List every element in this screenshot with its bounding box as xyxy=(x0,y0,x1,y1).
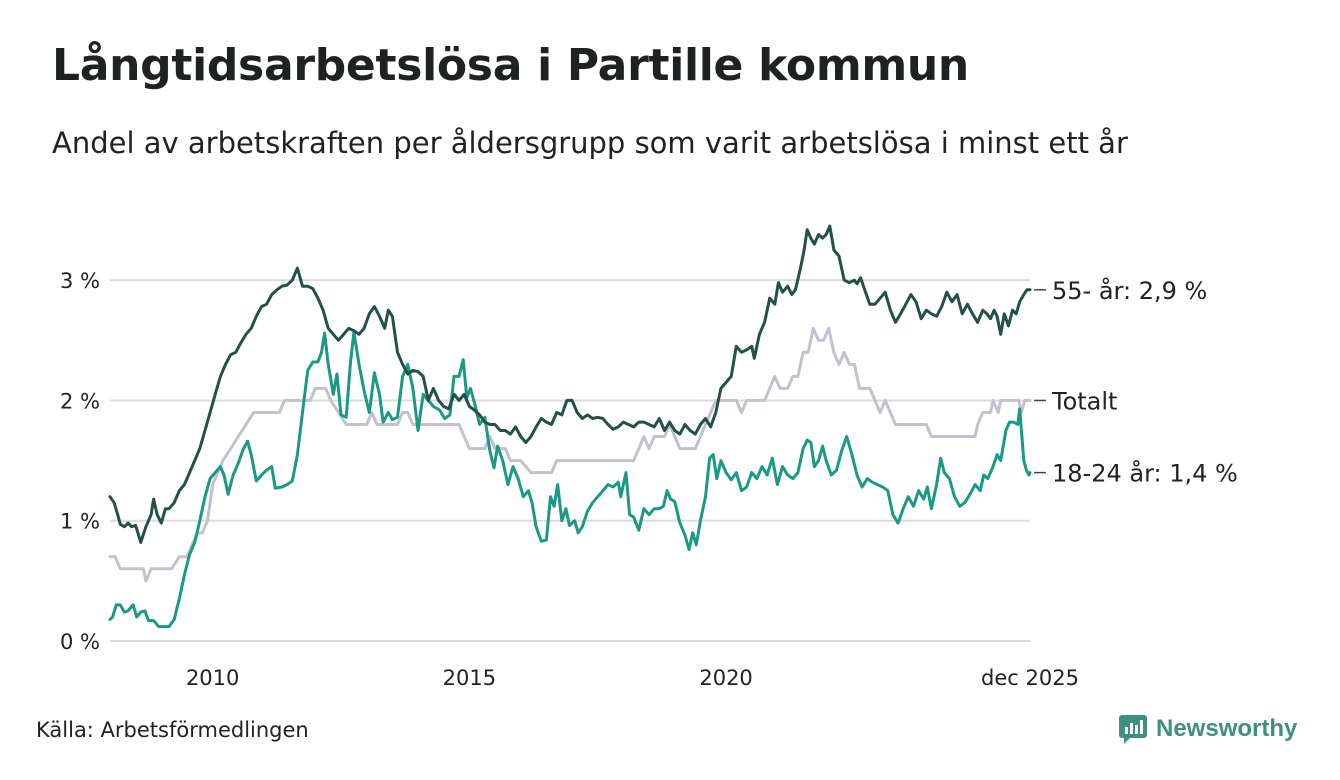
x-tick-label: 2010 xyxy=(186,666,239,690)
series-line-age18_24 xyxy=(108,330,1032,629)
line-chart: 0 % 1 % 2 % 3 % 2010 2015 2020 dec 2025 Totalt… xyxy=(60,224,1238,690)
series-lines xyxy=(108,224,1032,629)
brand-name: Newsworthy xyxy=(1156,715,1298,742)
y-tick-label: 3 % xyxy=(60,269,100,293)
y-axis-ticks: 0 % 1 % 2 % 3 % xyxy=(60,269,100,654)
x-tick-label: dec 2025 xyxy=(981,666,1079,690)
end-label-age18_24: 18-24 år: 1,4 % xyxy=(1052,459,1238,488)
y-tick-label: 1 % xyxy=(60,510,100,534)
chart-subtitle: Andel av arbetskraften per åldersgrupp s… xyxy=(52,126,1128,160)
end-label-totalt: Totalt xyxy=(1051,387,1117,415)
x-tick-label: 2015 xyxy=(443,666,496,690)
source-note: Källa: Arbetsförmedlingen xyxy=(36,718,309,742)
y-tick-label: 0 % xyxy=(60,630,100,654)
x-tick-label: 2020 xyxy=(699,666,752,690)
end-label-age55: 55- år: 2,9 % xyxy=(1052,276,1207,305)
y-tick-label: 2 % xyxy=(60,389,100,413)
series-end-labels: Totalt 18-24 år: 1,4 % 55- år: 2,9 % xyxy=(1034,276,1238,488)
series-line-age55 xyxy=(108,224,1032,544)
newsworthy-logo-icon xyxy=(1119,715,1147,744)
x-axis-ticks: 2010 2015 2020 dec 2025 xyxy=(186,666,1079,690)
page-title: Långtidsarbetslösa i Partille kommun xyxy=(52,40,969,91)
series-line-totalt xyxy=(108,326,1032,583)
brand-logo[interactable]: Newsworthy xyxy=(1118,714,1297,744)
